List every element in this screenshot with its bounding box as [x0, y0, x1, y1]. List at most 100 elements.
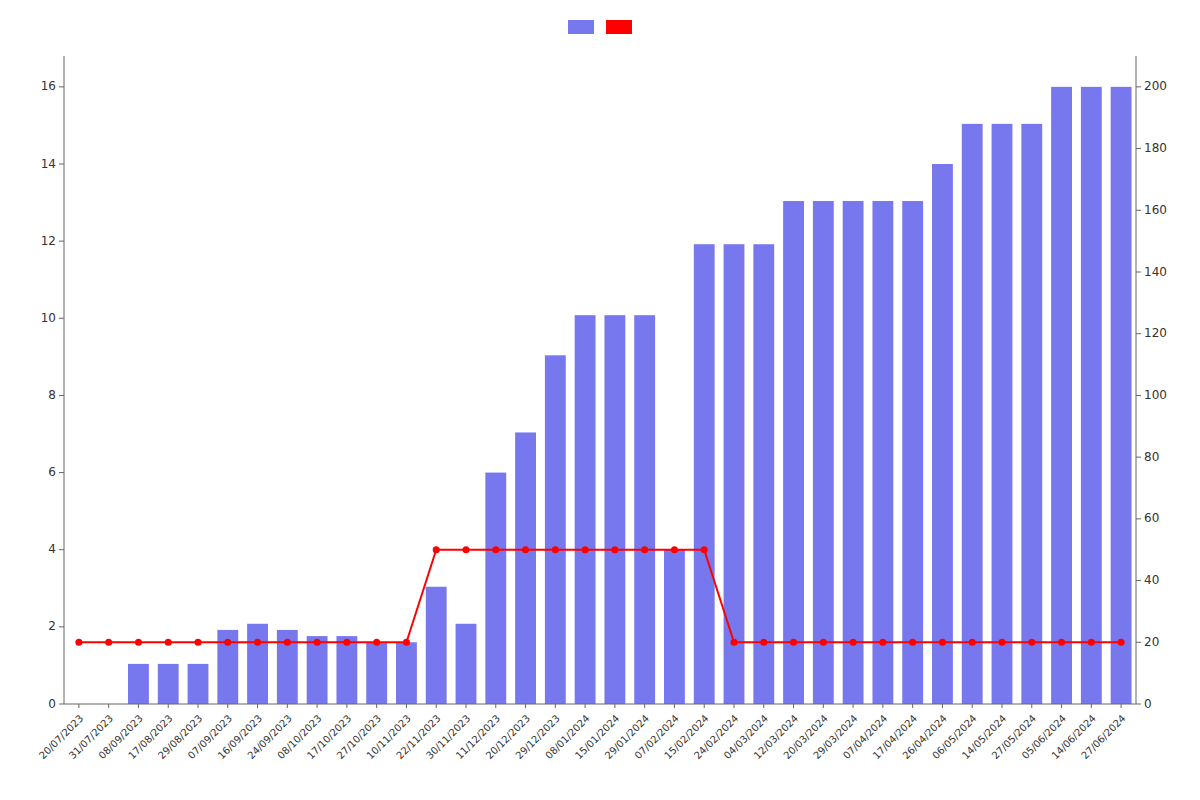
y-tick-label: 4 — [48, 542, 56, 556]
marker — [582, 546, 589, 553]
y-tick-label: 0 — [48, 697, 56, 711]
x-tick — [287, 704, 288, 708]
y2-tick — [1136, 395, 1141, 396]
marker — [701, 546, 708, 553]
bar — [336, 636, 357, 704]
y2-tick-label: 120 — [1144, 326, 1167, 340]
y-tick — [59, 472, 64, 473]
marker — [343, 639, 350, 646]
x-tick — [585, 704, 586, 708]
y2-tick-label: 180 — [1144, 141, 1167, 155]
marker — [552, 546, 559, 553]
x-tick — [942, 704, 943, 708]
marker — [224, 639, 231, 646]
bar — [813, 201, 834, 704]
marker — [850, 639, 857, 646]
marker — [760, 639, 767, 646]
bar — [634, 315, 655, 704]
marker — [999, 639, 1006, 646]
marker — [790, 639, 797, 646]
legend-swatch — [606, 20, 632, 34]
marker — [463, 546, 470, 553]
marker — [373, 639, 380, 646]
x-tick — [644, 704, 645, 708]
marker — [254, 639, 261, 646]
chart: 0246810121416020406080100120140160180200… — [0, 0, 1200, 800]
bar — [1021, 124, 1042, 704]
x-tick — [436, 704, 437, 708]
x-tick — [317, 704, 318, 708]
y-tick-label: 12 — [41, 234, 56, 248]
y-tick — [59, 318, 64, 319]
y2-tick-label: 20 — [1144, 635, 1159, 649]
legend — [568, 20, 632, 34]
line — [79, 550, 1121, 643]
x-tick — [674, 704, 675, 708]
marker — [403, 639, 410, 646]
marker — [105, 639, 112, 646]
bar — [843, 201, 864, 704]
x-tick — [376, 704, 377, 708]
bar — [1051, 87, 1072, 704]
y-tick-label: 6 — [48, 465, 56, 479]
x-tick — [793, 704, 794, 708]
bar — [158, 664, 179, 704]
bar — [753, 244, 774, 704]
bar — [1081, 87, 1102, 704]
y-tick — [59, 704, 64, 705]
y-tick — [59, 549, 64, 550]
x-axis-line — [64, 704, 1136, 705]
x-tick-label: 27/06/2024 — [1079, 713, 1128, 762]
bar — [932, 164, 953, 704]
y2-tick-label: 80 — [1144, 450, 1159, 464]
bar — [962, 124, 983, 704]
y2-tick-label: 0 — [1144, 697, 1152, 711]
bar — [664, 550, 685, 704]
marker — [522, 546, 529, 553]
y2-tick — [1136, 333, 1141, 334]
y2-tick-label: 60 — [1144, 511, 1159, 525]
marker — [1118, 639, 1125, 646]
x-tick — [168, 704, 169, 708]
y-tick — [59, 626, 64, 627]
x-tick — [972, 704, 973, 708]
bar — [247, 624, 268, 704]
y-tick-label: 2 — [48, 619, 56, 633]
y2-axis-line — [1136, 56, 1137, 704]
legend-swatch — [568, 20, 594, 34]
bar — [366, 642, 387, 704]
bar — [575, 315, 596, 704]
bar — [694, 244, 715, 704]
y2-tick-label: 40 — [1144, 573, 1159, 587]
y-tick-label: 16 — [41, 79, 56, 93]
marker — [492, 546, 499, 553]
marker — [879, 639, 886, 646]
y2-tick-label: 200 — [1144, 79, 1167, 93]
bar — [872, 201, 893, 704]
x-tick — [138, 704, 139, 708]
x-tick — [912, 704, 913, 708]
x-tick — [108, 704, 109, 708]
y-tick — [59, 241, 64, 242]
marker — [135, 639, 142, 646]
x-tick — [763, 704, 764, 708]
y-tick — [59, 395, 64, 396]
marker — [939, 639, 946, 646]
x-tick — [257, 704, 258, 708]
x-tick — [1061, 704, 1062, 708]
y2-tick — [1136, 642, 1141, 643]
marker — [314, 639, 321, 646]
y2-tick — [1136, 210, 1141, 211]
marker — [909, 639, 916, 646]
y2-tick — [1136, 518, 1141, 519]
bar — [485, 473, 506, 704]
y2-tick-label: 160 — [1144, 203, 1167, 217]
marker — [1028, 639, 1035, 646]
x-tick — [346, 704, 347, 708]
y2-tick — [1136, 148, 1141, 149]
marker — [433, 546, 440, 553]
x-tick — [406, 704, 407, 708]
y-tick-label: 14 — [41, 157, 56, 171]
axes: 0246810121416020406080100120140160180200… — [37, 56, 1167, 761]
marker — [1088, 639, 1095, 646]
